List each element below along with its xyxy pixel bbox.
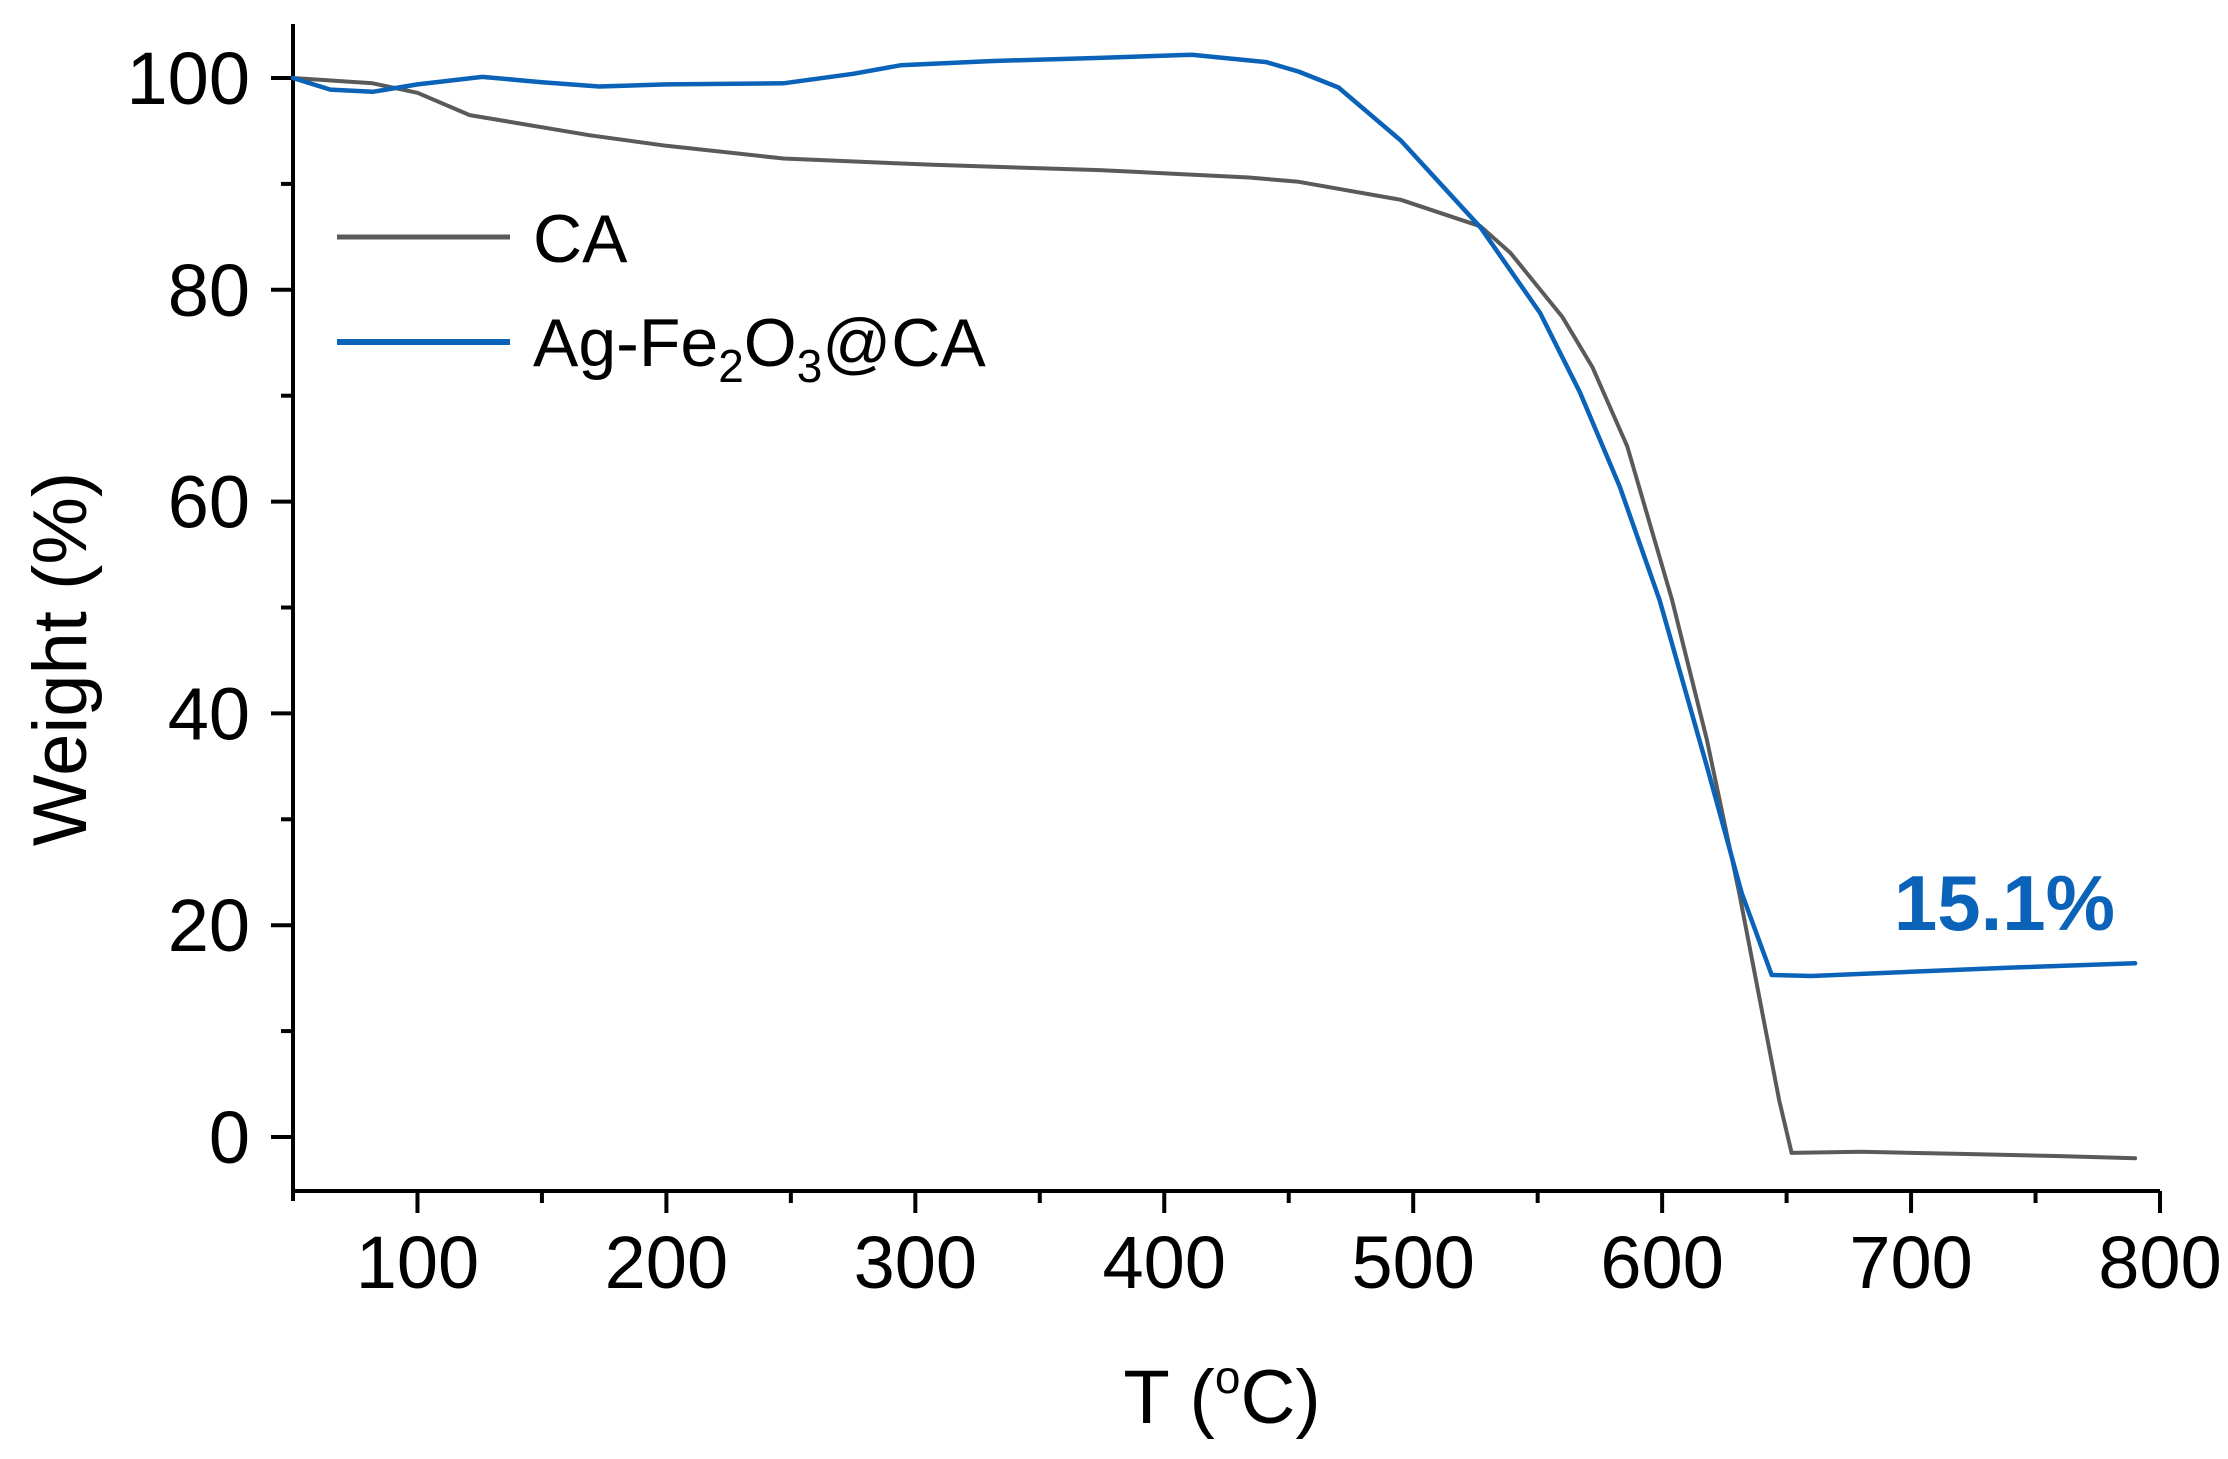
y-tick-label: 0 (209, 1096, 250, 1179)
residue-annotation: 15.1% (1894, 859, 2115, 947)
legend-label-ag-fe2o3-ca: Ag-Fe2O3@CA (533, 305, 986, 392)
x-axis: 100 200 300 400 500 600 700 800 (293, 1189, 2222, 1304)
y-tick-label: 100 (127, 37, 250, 120)
annotations: 15.1% (1894, 859, 2115, 947)
series-line-ag-fe2o3-ca (290, 52, 2138, 979)
legend: CA Ag-Fe2O3@CA (337, 201, 986, 392)
y-tick-label: 40 (168, 672, 250, 755)
x-tick-label: 300 (854, 1221, 977, 1304)
x-tick-label: 700 (1849, 1221, 1972, 1304)
x-tick-label: 500 (1351, 1221, 1474, 1304)
x-tick-label: 200 (605, 1221, 728, 1304)
x-tick-label: 600 (1600, 1221, 1723, 1304)
y-axis: 0 20 40 60 80 100 (127, 24, 295, 1201)
legend-label-ca: CA (533, 201, 628, 277)
x-axis-title: T (oC) (1123, 1351, 1320, 1440)
x-tick-label: 800 (2098, 1221, 2221, 1304)
series-layer (290, 52, 2138, 1161)
y-axis-title: Weight (%) (18, 472, 103, 846)
y-tick-label: 20 (168, 884, 250, 967)
series-line-ca (291, 76, 2138, 1161)
y-tick-label: 80 (168, 249, 250, 332)
x-tick-label: 400 (1103, 1221, 1226, 1304)
x-tick-label: 100 (356, 1221, 479, 1304)
y-tick-label: 60 (168, 461, 250, 544)
